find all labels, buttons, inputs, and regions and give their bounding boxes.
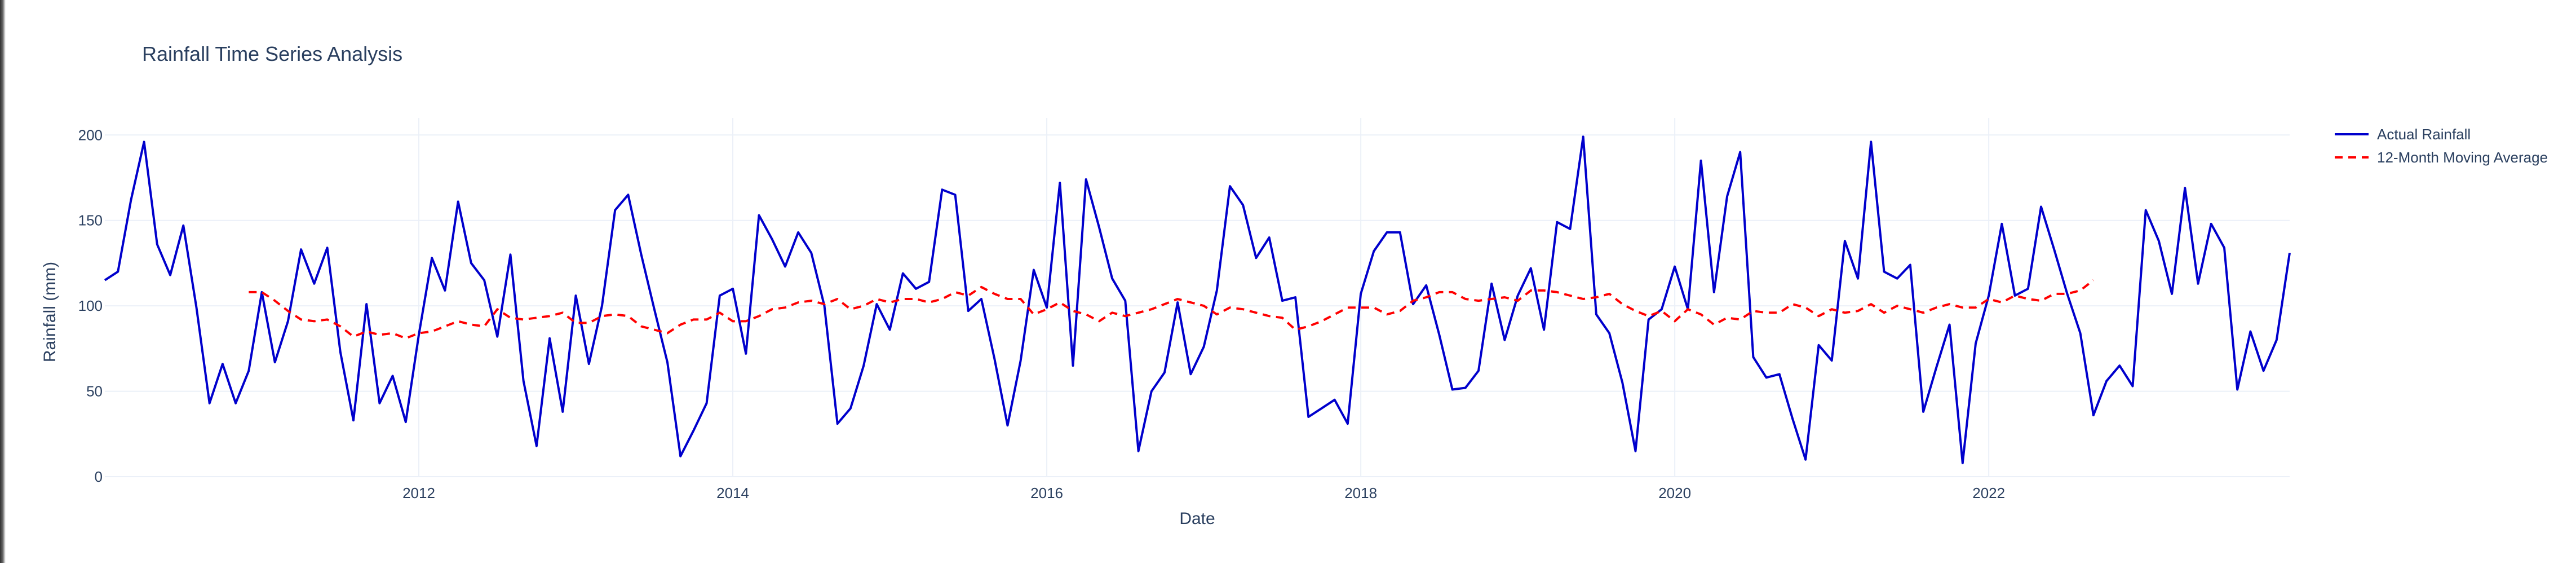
legend[interactable]: Actual Rainfall 12-Month Moving Average	[2335, 126, 2548, 166]
x-tick-label: 2014	[716, 485, 749, 502]
y-tick-label: 0	[95, 468, 103, 485]
x-gridlines	[418, 118, 1990, 477]
legend-label-moving-average: 12-Month Moving Average	[2377, 149, 2548, 166]
x-axis-title: Date	[1179, 509, 1215, 528]
chart-title: Rainfall Time Series Analysis	[142, 42, 402, 65]
x-axis-ticks: 2012 2014 2016 2018 2020 2022	[402, 485, 2005, 502]
y-tick-label: 100	[78, 297, 103, 314]
series-line-actual-rainfall	[104, 135, 2291, 464]
series-line-moving-average	[249, 279, 2095, 340]
legend-label-actual: Actual Rainfall	[2377, 126, 2471, 143]
window-left-edge	[0, 0, 6, 563]
x-tick-label: 2012	[402, 485, 435, 502]
x-tick-label: 2020	[1658, 485, 1691, 502]
series-layer	[104, 135, 2291, 464]
y-gridlines	[105, 134, 2290, 477]
x-tick-label: 2016	[1030, 485, 1063, 502]
y-tick-label: 50	[86, 383, 103, 400]
y-tick-label: 200	[78, 126, 103, 143]
y-axis-ticks: 0 50 100 150 200	[78, 126, 103, 485]
x-tick-label: 2022	[1972, 485, 2005, 502]
y-tick-label: 150	[78, 212, 103, 229]
y-axis-title: Rainfall (mm)	[41, 262, 59, 362]
x-tick-label: 2018	[1344, 485, 1377, 502]
